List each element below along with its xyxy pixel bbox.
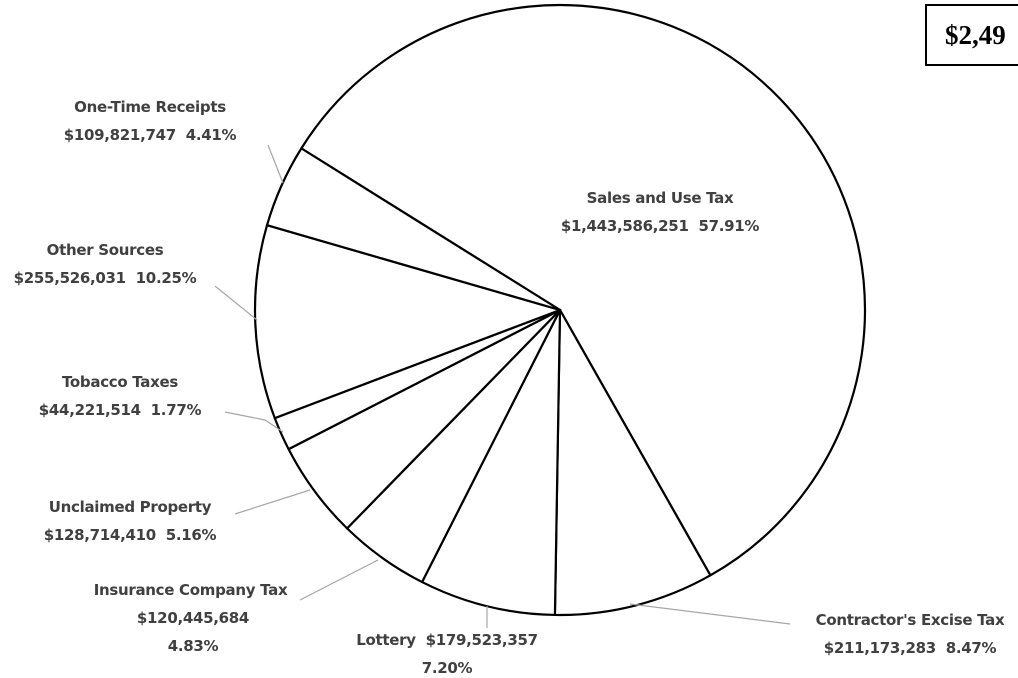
leader-line xyxy=(224,411,284,433)
pie-slice xyxy=(300,3,867,577)
leader-line xyxy=(267,144,284,184)
label-value: $128,714,410 xyxy=(43,526,156,544)
label-value: $44,221,514 xyxy=(38,401,141,419)
slice-label: Contractor's Excise Tax $211,173,283 8.47… xyxy=(816,606,1005,662)
total-box: $2,49 xyxy=(925,4,1018,66)
slice-label: Insurance Company Tax $120,445,684 4.83% xyxy=(93,576,293,660)
pie-slice xyxy=(553,308,712,617)
label-pct: 1.77% xyxy=(150,401,202,419)
label-pct: 10.25% xyxy=(135,269,197,287)
label-name: Insurance Company Tax xyxy=(93,581,288,599)
leader-line xyxy=(214,285,258,321)
leader-line xyxy=(299,559,379,601)
label-name: Lottery xyxy=(356,631,416,649)
label-pct: 7.20% xyxy=(421,659,473,677)
slice-label: One-Time Receipts $109,821,747 4.41% xyxy=(64,93,237,149)
label-value: $179,523,357 xyxy=(425,631,538,649)
label-value: $109,821,747 xyxy=(63,126,176,144)
label-name: Tobacco Taxes xyxy=(61,373,178,391)
slice-label: Lottery $179,523,357 7.20% xyxy=(356,626,538,678)
label-value: $211,173,283 xyxy=(823,639,936,657)
leader-line xyxy=(629,603,791,625)
label-name: One-Time Receipts xyxy=(74,98,226,116)
pie-slice xyxy=(265,147,562,312)
label-pct: 57.91% xyxy=(698,217,760,235)
label-pct: 5.16% xyxy=(165,526,217,544)
pie-slice xyxy=(253,224,562,420)
label-pct: 4.83% xyxy=(167,637,219,655)
label-name: Unclaimed Property xyxy=(48,498,212,516)
label-name: Sales and Use Tax xyxy=(586,189,734,207)
label-name: Contractor's Excise Tax xyxy=(815,611,1005,629)
slice-label: Sales and Use Tax $1,443,586,251 57.91% xyxy=(560,184,760,240)
slice-label: Unclaimed Property $128,714,410 5.16% xyxy=(44,493,217,549)
label-value: $1,443,586,251 xyxy=(560,217,689,235)
label-value: $120,445,684 xyxy=(136,609,250,627)
label-pct: 4.41% xyxy=(185,126,237,144)
label-pct: 8.47% xyxy=(945,639,997,657)
leader-line xyxy=(234,489,311,515)
slice-label: Tobacco Taxes $44,221,514 1.77% xyxy=(38,368,202,424)
slice-label: Other Sources $255,526,031 10.25% xyxy=(14,236,197,292)
label-value: $255,526,031 xyxy=(13,269,126,287)
label-name: Other Sources xyxy=(46,241,164,259)
